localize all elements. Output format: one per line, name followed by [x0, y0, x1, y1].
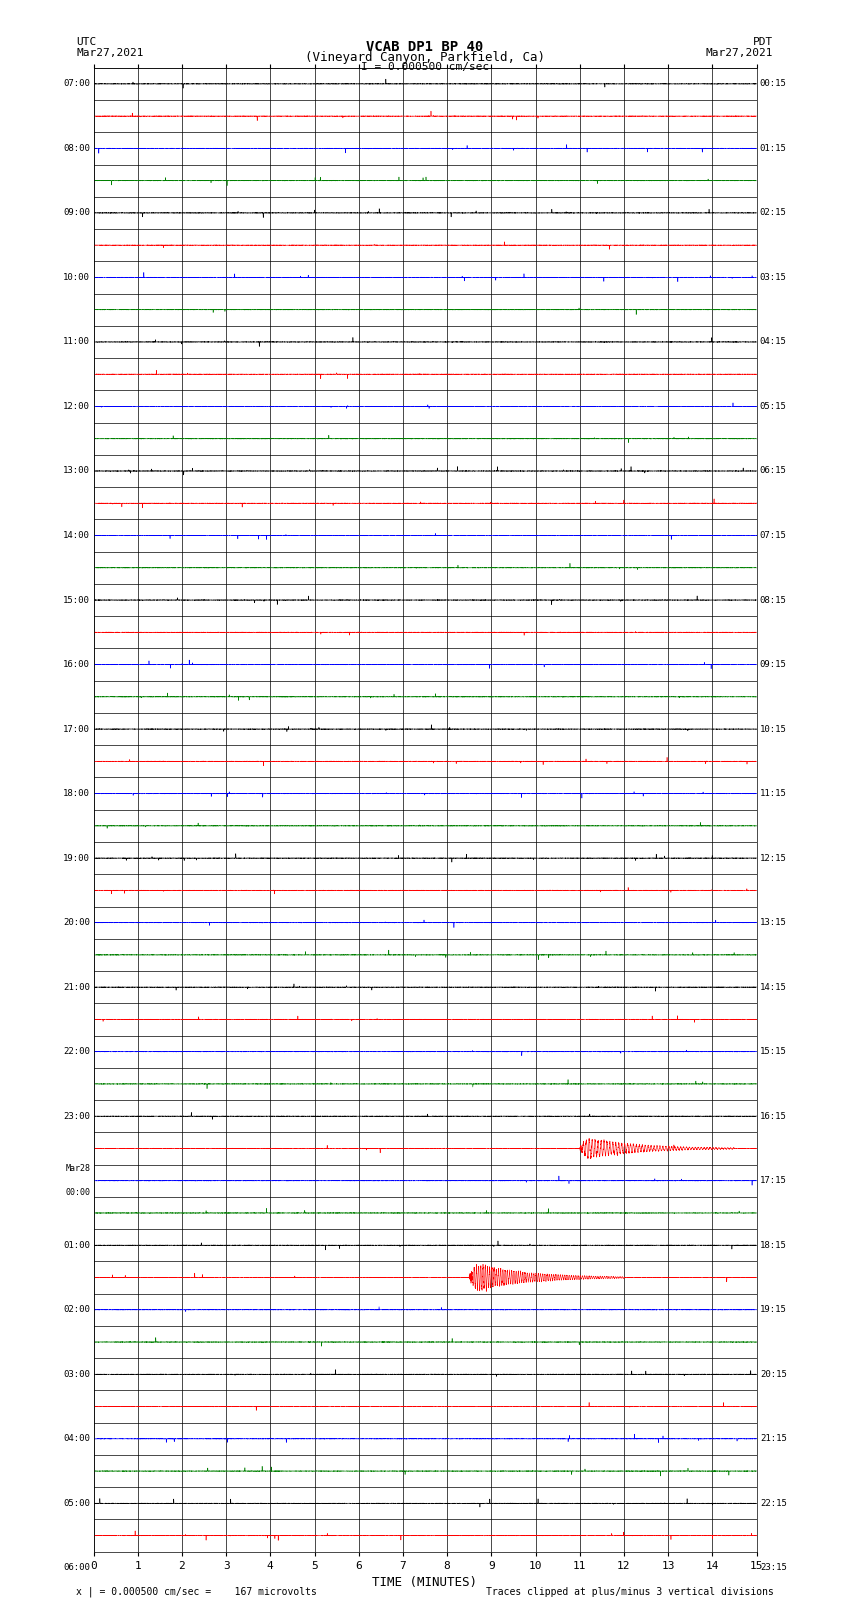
Text: 20:15: 20:15	[760, 1369, 787, 1379]
Text: 22:15: 22:15	[760, 1498, 787, 1508]
Text: 02:00: 02:00	[63, 1305, 90, 1315]
Text: 12:00: 12:00	[63, 402, 90, 411]
Text: I = 0.000500 cm/sec: I = 0.000500 cm/sec	[361, 63, 489, 73]
Text: 18:15: 18:15	[760, 1240, 787, 1250]
Text: Mar28: Mar28	[65, 1165, 90, 1173]
Text: 15:00: 15:00	[63, 595, 90, 605]
Text: VCAB DP1 BP 40: VCAB DP1 BP 40	[366, 39, 484, 53]
Text: 05:00: 05:00	[63, 1498, 90, 1508]
Text: UTC: UTC	[76, 37, 97, 47]
Text: 23:00: 23:00	[63, 1111, 90, 1121]
Text: 20:00: 20:00	[63, 918, 90, 927]
Text: 00:00: 00:00	[65, 1189, 90, 1197]
Text: 06:00: 06:00	[63, 1563, 90, 1573]
Text: 17:00: 17:00	[63, 724, 90, 734]
Text: 04:00: 04:00	[63, 1434, 90, 1444]
Text: 13:15: 13:15	[760, 918, 787, 927]
Text: 09:00: 09:00	[63, 208, 90, 218]
Text: 11:15: 11:15	[760, 789, 787, 798]
Text: PDT: PDT	[753, 37, 774, 47]
Text: 19:00: 19:00	[63, 853, 90, 863]
Text: 22:00: 22:00	[63, 1047, 90, 1057]
Text: (Vineyard Canyon, Parkfield, Ca): (Vineyard Canyon, Parkfield, Ca)	[305, 50, 545, 65]
Text: 18:00: 18:00	[63, 789, 90, 798]
Text: 01:00: 01:00	[63, 1240, 90, 1250]
Text: 17:15: 17:15	[760, 1176, 787, 1186]
Text: 16:15: 16:15	[760, 1111, 787, 1121]
Text: 21:15: 21:15	[760, 1434, 787, 1444]
Text: 01:15: 01:15	[760, 144, 787, 153]
Text: 23:15: 23:15	[760, 1563, 787, 1573]
Text: 02:15: 02:15	[760, 208, 787, 218]
Text: 19:15: 19:15	[760, 1305, 787, 1315]
Text: 14:15: 14:15	[760, 982, 787, 992]
Text: Mar27,2021: Mar27,2021	[706, 48, 774, 58]
Text: 08:15: 08:15	[760, 595, 787, 605]
Text: 21:00: 21:00	[63, 982, 90, 992]
Text: 07:00: 07:00	[63, 79, 90, 89]
Text: 06:15: 06:15	[760, 466, 787, 476]
X-axis label: TIME (MINUTES): TIME (MINUTES)	[372, 1576, 478, 1589]
Text: 09:15: 09:15	[760, 660, 787, 669]
Text: 05:15: 05:15	[760, 402, 787, 411]
Text: 14:00: 14:00	[63, 531, 90, 540]
Text: 15:15: 15:15	[760, 1047, 787, 1057]
Text: 10:15: 10:15	[760, 724, 787, 734]
Text: 00:15: 00:15	[760, 79, 787, 89]
Text: 08:00: 08:00	[63, 144, 90, 153]
Text: 03:00: 03:00	[63, 1369, 90, 1379]
Text: 16:00: 16:00	[63, 660, 90, 669]
Text: 11:00: 11:00	[63, 337, 90, 347]
Text: Traces clipped at plus/minus 3 vertical divisions: Traces clipped at plus/minus 3 vertical …	[485, 1587, 774, 1597]
Text: Mar27,2021: Mar27,2021	[76, 48, 144, 58]
Text: 10:00: 10:00	[63, 273, 90, 282]
Text: 12:15: 12:15	[760, 853, 787, 863]
Text: x | = 0.000500 cm/sec =    167 microvolts: x | = 0.000500 cm/sec = 167 microvolts	[76, 1586, 317, 1597]
Text: 13:00: 13:00	[63, 466, 90, 476]
Text: 04:15: 04:15	[760, 337, 787, 347]
Text: 07:15: 07:15	[760, 531, 787, 540]
Text: 03:15: 03:15	[760, 273, 787, 282]
